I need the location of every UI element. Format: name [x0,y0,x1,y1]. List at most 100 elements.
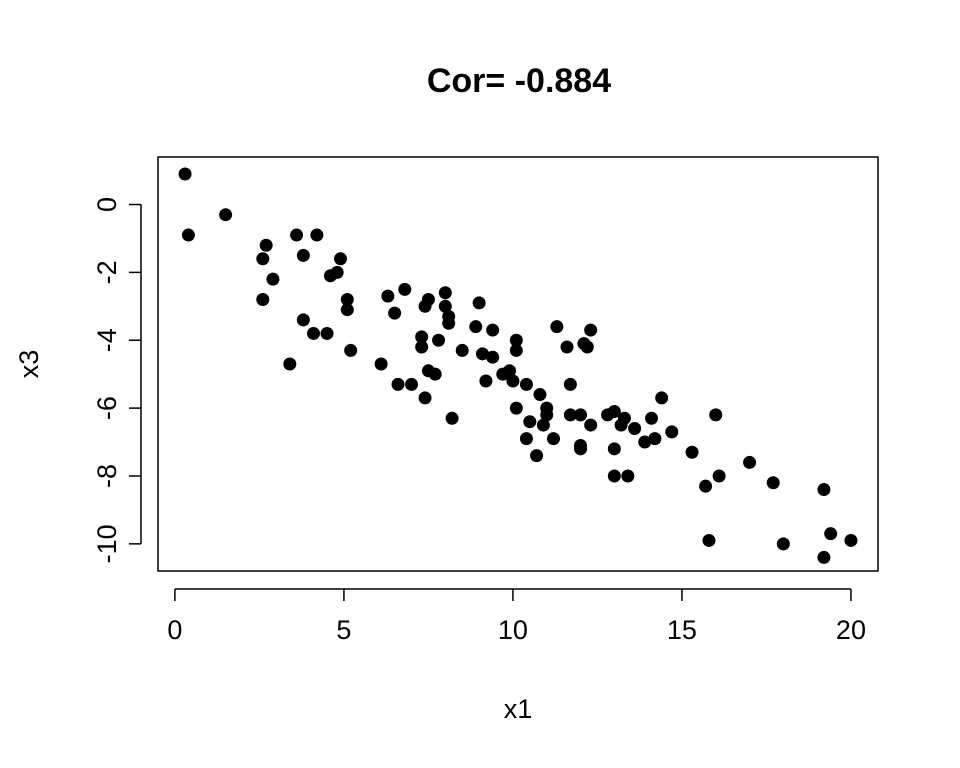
data-point [296,248,310,262]
data-point [509,401,523,415]
data-points [178,167,858,564]
data-point [334,252,348,266]
data-point [283,357,297,371]
data-point [391,377,405,391]
data-point [476,347,490,361]
x-tick-label: 20 [836,615,866,645]
data-point [817,550,831,564]
data-point [388,306,402,320]
data-point [259,238,273,252]
plot-area-frame [157,156,879,572]
data-point [685,445,699,459]
data-point [607,469,621,483]
data-point [398,282,412,296]
data-point [844,533,858,547]
data-point [645,411,659,425]
data-point [546,432,560,446]
data-point [533,388,547,402]
data-point [550,320,564,334]
data-point [340,293,354,307]
data-point [607,405,621,419]
data-point [266,272,280,286]
data-point [405,377,419,391]
data-point [256,293,270,307]
data-point [290,228,304,242]
data-point [415,330,429,344]
data-point [574,442,588,456]
data-point [824,527,838,541]
x-tick-label: 0 [167,615,182,645]
data-point [776,537,790,551]
data-point [638,435,652,449]
data-point [256,252,270,266]
data-point [340,303,354,317]
chart-title: Cor= -0.884 [427,62,611,100]
data-point [563,377,577,391]
data-point [607,442,621,456]
data-point [296,313,310,327]
data-point [469,320,483,334]
y-axis: 0 -2 -4 -6 -8 -10 [92,197,142,563]
data-point [428,367,442,381]
x-tick-label: 15 [667,615,697,645]
data-point [536,418,550,432]
data-point [330,265,344,279]
y-tick-label: -2 [92,260,122,284]
data-point [445,411,459,425]
data-point [580,340,594,354]
data-point [320,326,334,340]
y-tick-label: -10 [92,524,122,563]
data-point [503,364,517,378]
data-point [817,483,831,497]
data-point [381,289,395,303]
data-point [712,469,726,483]
data-point [702,533,716,547]
data-point [584,418,598,432]
data-point [509,343,523,357]
x-tick-label: 10 [498,615,528,645]
data-point [432,333,446,347]
data-point [563,408,577,422]
x-tick-label: 5 [336,615,351,645]
data-point [486,323,500,337]
data-point [418,391,432,405]
data-point [621,469,635,483]
data-point [530,449,544,463]
data-point [479,374,493,388]
data-point [181,228,195,242]
data-point [519,377,533,391]
data-point [743,455,757,469]
y-tick-label: 0 [92,197,122,212]
data-point [506,374,520,388]
x-axis-label: x1 [504,694,533,724]
y-tick-label: -4 [92,328,122,352]
x-axis: 0 5 10 15 20 [167,588,866,645]
data-point [584,323,598,337]
data-point [344,343,358,357]
data-point [665,425,679,439]
data-point [438,286,452,300]
y-axis-label: x3 [14,350,44,379]
data-point [486,350,500,364]
data-point [374,357,388,371]
data-point [442,316,456,330]
data-point [699,479,713,493]
data-point [540,408,554,422]
data-point [617,411,631,425]
data-point [438,299,452,313]
data-point [560,340,574,354]
data-point [709,408,723,422]
data-point [421,293,435,307]
data-point [628,421,642,435]
data-point [310,228,324,242]
data-point [766,476,780,490]
data-point [574,408,588,422]
data-point [415,340,429,354]
y-tick-label: -6 [92,396,122,420]
data-point [178,167,192,181]
data-point [655,391,669,405]
data-point [472,296,486,310]
data-point [648,432,662,446]
